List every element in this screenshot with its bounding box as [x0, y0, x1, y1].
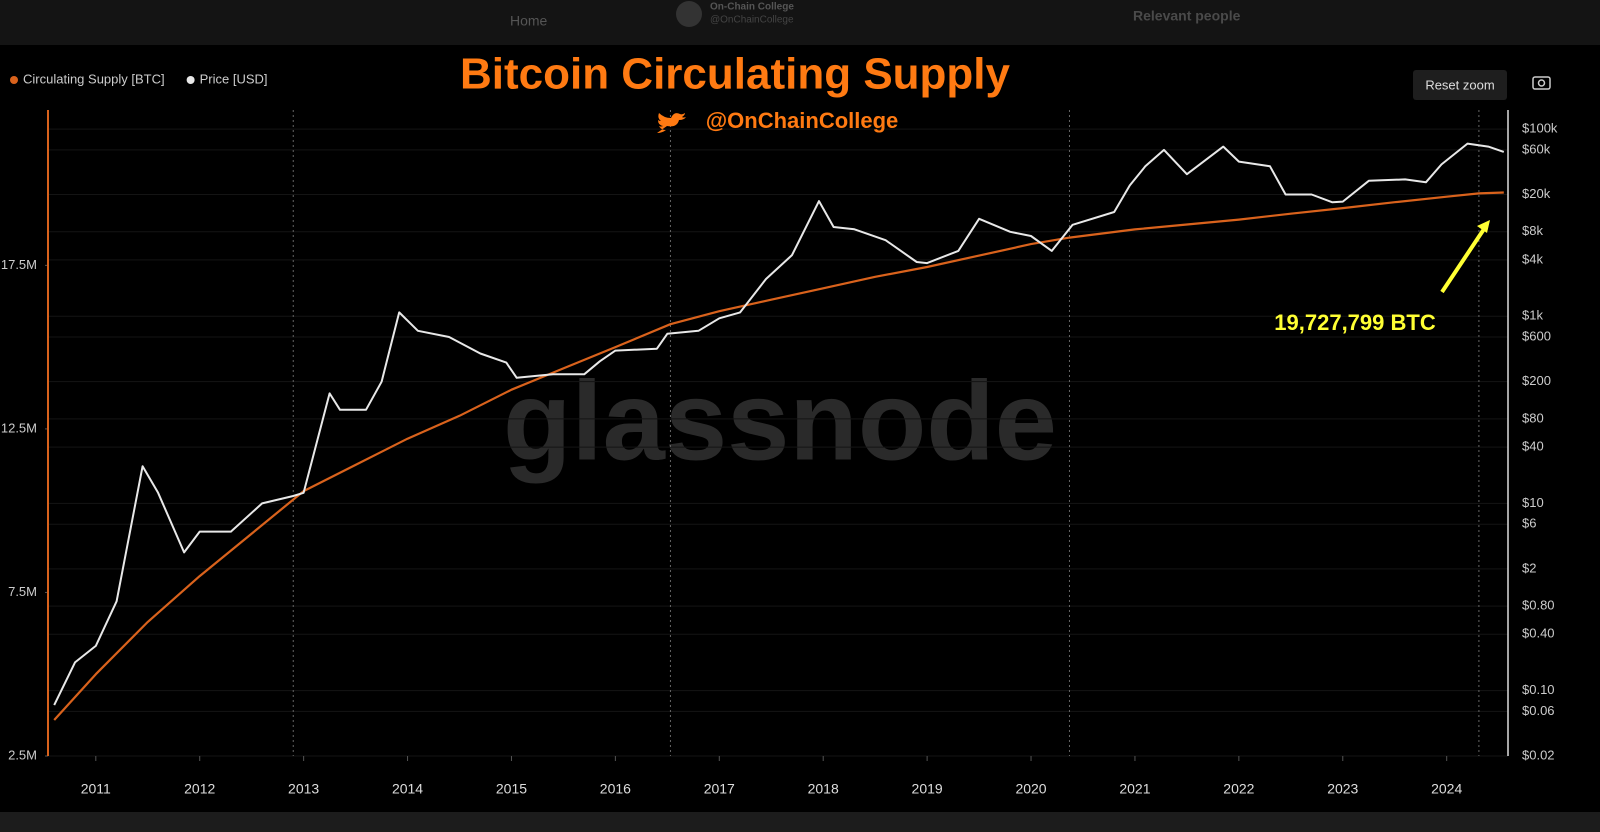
reset-zoom-button[interactable] [1413, 70, 1507, 100]
annotation-arrow [1440, 224, 1488, 294]
x-tick-label: 2012 [184, 781, 215, 797]
y2-tick-label: $0.10 [1522, 682, 1555, 697]
series-line [53, 191, 1504, 721]
y2-tick-label: $0.06 [1522, 703, 1555, 718]
chart-subtitle: @OnChainCollege [706, 108, 899, 133]
footer-bar [0, 812, 1600, 832]
x-tick-label: 2011 [81, 781, 111, 797]
series-line [53, 142, 1505, 706]
watermark: glassnode [503, 359, 1057, 484]
y-tick-label: 2.5M [8, 747, 37, 762]
reset-zoom-label[interactable]: Reset zoom [1425, 77, 1494, 92]
y2-tick-label: $8k [1522, 223, 1543, 238]
nav-home[interactable]: Home [510, 13, 548, 29]
x-tick-label: 2013 [288, 781, 319, 797]
y-tick-label: 12.5M [1, 420, 37, 435]
y2-tick-label: $4k [1522, 251, 1543, 266]
x-tick-label: 2021 [1119, 781, 1150, 797]
y2-tick-label: $2 [1522, 560, 1536, 575]
camera-icon[interactable] [1532, 76, 1551, 90]
plot-layer [45, 110, 1509, 761]
x-tick-label: 2017 [704, 781, 735, 797]
x-tick-label: 2015 [496, 781, 527, 797]
sidebar-heading: Relevant people [1133, 8, 1241, 24]
y2-tick-label: $20k [1522, 186, 1551, 201]
y2-tick-label: $100k [1522, 121, 1558, 136]
y-tick-label: 7.5M [8, 584, 37, 599]
y2-tick-label: $600 [1522, 328, 1551, 343]
header-bar [0, 0, 1600, 45]
annotation-arrowhead [1477, 220, 1490, 233]
legend-marker [186, 76, 195, 84]
x-tick-label: 2023 [1327, 781, 1358, 797]
y-tick-label: 17.5M [1, 257, 37, 272]
x-tick-label: 2022 [1223, 781, 1254, 797]
legend-label: Circulating Supply [BTC] [23, 71, 165, 86]
x-tick-label: 2014 [392, 781, 423, 797]
chart-title: Bitcoin Circulating Supply [460, 50, 1011, 99]
y2-tick-label: $1k [1522, 308, 1543, 323]
y2-tick-label: $0.40 [1522, 626, 1555, 641]
account-handle: @OnChainCollege [710, 15, 794, 26]
y2-tick-label: $0.80 [1522, 598, 1555, 613]
x-tick-label: 2024 [1431, 781, 1462, 797]
y2-tick-label: $80 [1522, 410, 1544, 425]
legend-label: Price [USD] [200, 71, 268, 86]
annotation: 19,727,799 BTC [1274, 310, 1436, 335]
x-tick-label: 2020 [1015, 781, 1046, 797]
avatar [676, 1, 702, 27]
y2-tick-label: $40 [1522, 439, 1544, 454]
y2-tick-label: $10 [1522, 495, 1544, 510]
x-tick-label: 2019 [912, 781, 943, 797]
x-tick-label: 2016 [600, 781, 631, 797]
legend-marker [10, 76, 18, 84]
account-name: On-Chain College [710, 2, 794, 13]
x-tick-label: 2018 [808, 781, 839, 797]
y2-tick-label: $60k [1522, 141, 1551, 156]
twitter-icon [657, 113, 686, 133]
y2-tick-label: $200 [1522, 373, 1551, 388]
y2-tick-label: $0.02 [1522, 747, 1555, 762]
y2-tick-label: $6 [1522, 516, 1536, 531]
